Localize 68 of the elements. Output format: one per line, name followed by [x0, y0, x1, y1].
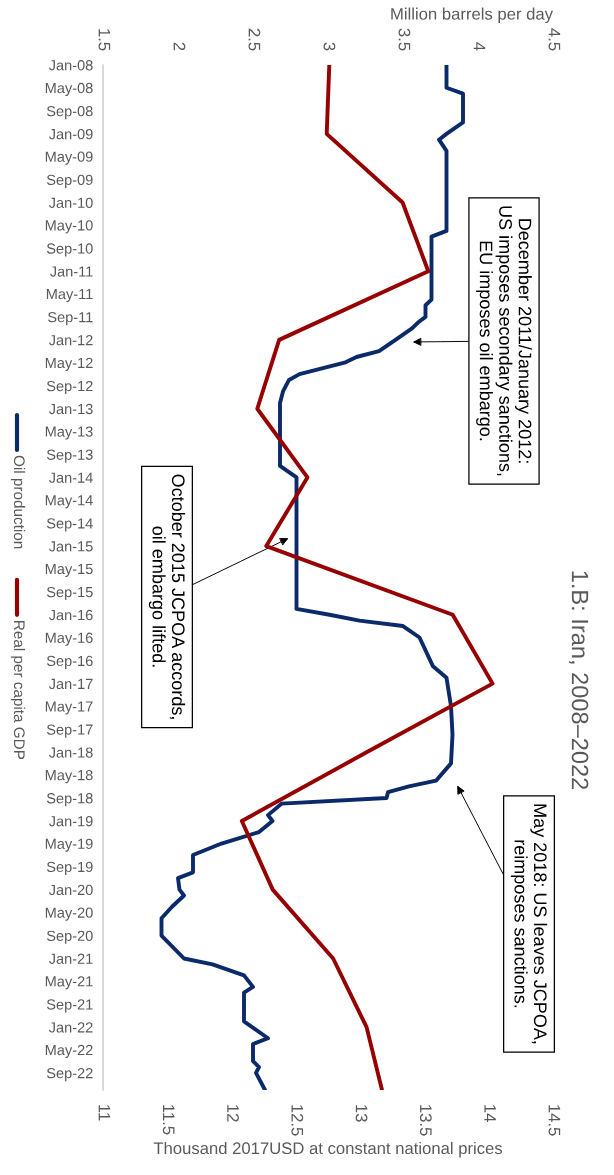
y-tick-label: Sep-16 — [46, 655, 93, 669]
y-tick-label: Sep-18 — [46, 793, 93, 807]
y-tick-label: Sep-10 — [46, 243, 93, 257]
x-tick-label: 12.5 — [291, 1105, 304, 1136]
y-tick-label: Jan-17 — [48, 678, 93, 690]
y-tick-label: May-20 — [45, 907, 93, 921]
x2-tick-label: 3 — [323, 42, 336, 51]
legend-label: Real per capita GDP — [10, 621, 26, 760]
x-tick-label: 11.5 — [162, 1105, 175, 1135]
y-tick-label: Sep-12 — [46, 380, 93, 395]
x2-tick-label: 2.5 — [248, 28, 261, 51]
y-tick-label: May-15 — [45, 563, 93, 577]
y-tick-label: May-08 — [45, 82, 93, 97]
x-tick-label: 14 — [484, 1105, 496, 1122]
x2-axis-title: Million barrels per day — [391, 7, 553, 24]
y-tick-label: Sep-22 — [46, 1067, 93, 1082]
annotation: May 2018: US leaves JCPOA, reimposes sanctions. — [510, 804, 548, 1044]
x2-tick-label: 2 — [173, 42, 186, 51]
text: 1.B: Iran, 2008–2022 — [568, 571, 589, 790]
y-tick-label: Sep-15 — [46, 586, 93, 601]
legend-label: Oil production — [10, 455, 26, 549]
y-tick-label: Jan-13 — [48, 403, 93, 415]
y-tick-label: Jan-12 — [48, 334, 93, 346]
y-tick-label: Jan-18 — [48, 747, 93, 758]
y-tick-label: Sep-08 — [46, 106, 93, 120]
x-axis-title: Thousand 2017USD at constant national prices — [153, 1141, 503, 1158]
y-tick-label: Sep-19 — [46, 861, 93, 875]
y-tick-label: Jan-20 — [48, 884, 93, 896]
y-tick-label: Sep-14 — [46, 518, 93, 532]
y-tick-label: Jan-14 — [48, 472, 93, 483]
x-tick-label: 13.5 — [419, 1105, 432, 1136]
y-tick-label: May-22 — [45, 1044, 93, 1059]
y-tick-label: Sep-11 — [47, 312, 93, 326]
y-tick-label: May-14 — [45, 495, 93, 509]
annotation: October 2015 JCPOA accords, oil embargo lifted. — [148, 474, 186, 719]
y-tick-label: May-19 — [45, 838, 93, 852]
y-tick-label: Jan-15 — [48, 541, 93, 552]
y-tick-label: Sep-13 — [46, 449, 93, 463]
x-tick-label: 12 — [227, 1105, 239, 1122]
y-tick-label: May-18 — [45, 769, 93, 784]
y-tick-label: May-16 — [45, 632, 93, 646]
y-tick-label: Sep-17 — [46, 724, 93, 738]
y-tick-label: May-13 — [45, 426, 93, 440]
y-tick-label: Jan-19 — [48, 816, 93, 827]
y-tick-label: May-21 — [45, 976, 93, 990]
x2-tick-label: 1.5 — [98, 29, 111, 51]
y-tick-label: Jan-21 — [48, 953, 93, 964]
y-tick-label: Jan-08 — [48, 60, 93, 71]
x2-tick-label: 4.5 — [548, 28, 561, 51]
y-tick-label: May-12 — [45, 357, 93, 371]
y-tick-label: Sep-21 — [46, 999, 93, 1013]
y-tick-label: May-17 — [45, 701, 93, 715]
y-tick-label: May-09 — [45, 151, 93, 165]
x2-tick-label: 3.5 — [398, 28, 411, 51]
y-tick-label: Jan-09 — [48, 128, 93, 140]
y-tick-label: Sep-20 — [46, 930, 93, 944]
y-tick-label: Jan-11 — [49, 266, 93, 277]
annotation: December 2011/January 2012: US imposes secondary sanctions, EU imposes oil embargo. — [476, 206, 532, 476]
y-tick-label: Sep-09 — [46, 174, 93, 188]
y-tick-label: Jan-16 — [48, 609, 93, 621]
y-tick-label: Jan-22 — [48, 1022, 93, 1033]
y-tick-label: May-11 — [46, 289, 93, 303]
y-tick-label: Jan-10 — [48, 197, 93, 208]
x-tick-label: 11 — [98, 1105, 111, 1121]
x-tick-label: 14.5 — [548, 1105, 561, 1136]
y-tick-label: May-10 — [45, 220, 93, 234]
x-tick-label: 13 — [355, 1105, 368, 1122]
x2-tick-label: 4 — [473, 42, 486, 51]
